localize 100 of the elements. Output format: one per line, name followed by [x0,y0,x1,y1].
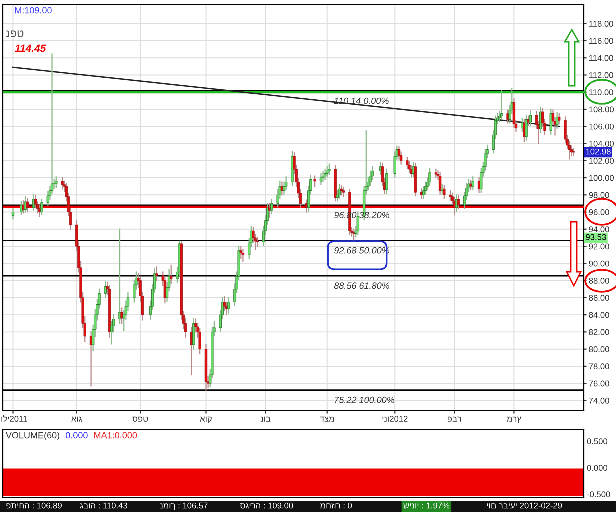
candlestick [55,176,58,188]
y-tick-label: 116.00 [589,38,614,44]
candlestick [192,318,196,350]
x-tick-label: דצמ [320,416,334,422]
candlestick [457,195,460,210]
y-tick-label: 84.00 [589,312,610,318]
x-tick-label: אוק [200,416,212,424]
y-tick-label: 82.00 [589,329,610,336]
candlestick [449,190,452,201]
candlestick [120,308,124,324]
text: פתיחה : 106.89 [6,502,62,509]
y-tick-label: 104.00 [589,140,614,147]
candlestick [20,201,23,216]
candlestick [61,177,64,190]
candlestick [525,114,528,141]
candlestick [443,185,446,200]
candlestick [242,249,245,263]
y-tick-label: 86.00 [589,295,610,302]
y-tick-label: 74.00 [589,398,610,404]
ref-line-label: 88.56 61.80% [334,282,390,290]
y-tick-label: 106.00 [589,124,614,130]
candlestick [156,266,158,282]
ref-line-label: 110.14 0.00% [334,98,389,104]
text: שינוי : 1.97% [404,502,450,509]
candlestick [326,166,329,178]
candlestick [342,186,346,198]
candlestick [572,148,576,156]
y-tick-label: 90.00 [589,260,610,267]
candlestick [338,184,342,200]
candlestick [500,90,504,120]
ref-line-label: 75.22 100.00% [335,396,395,404]
text: 0.500 [587,438,608,444]
candlestick [386,168,388,194]
y-tick-label: 118.00 [589,21,614,27]
annotation: 114.45 [15,44,46,52]
candlestick [470,180,472,191]
text: 0.000 [66,432,88,439]
candlestick [322,171,325,182]
text: 93.53 [586,234,606,240]
y-tick-label: 110.00 [589,90,614,96]
text: יום רביעי 2012-02-29 [487,502,562,509]
text: סגירה : 109.00 [240,502,294,509]
x-tick-label: ינו2012 [382,416,408,422]
x-tick-label: ספט [132,416,148,422]
candlestick [170,264,173,284]
x-tick-label: אוג [72,416,82,422]
candlestick [328,164,331,176]
y-tick-label: 76.00 [589,380,610,387]
text: מחזור : 0 [320,502,352,509]
candlestick [352,228,356,242]
candlestick [104,281,107,298]
text: MA1:0.000 [94,432,138,439]
candlestick [356,212,360,236]
text: גבוה : 110.43 [80,502,128,509]
candlestick [408,161,411,174]
candlestick [268,203,272,218]
candlestick [270,198,274,215]
y-tick-label: 102.00 [589,158,614,164]
y-tick-label: 100.00 [589,175,614,182]
y-tick-label: 94.00 [589,226,610,233]
y-tick-label: 92.00 [589,244,610,250]
candlestick [227,297,230,314]
y-tick-label: 96.00 [589,209,610,216]
candlestick [40,198,44,216]
annotation: נפט [6,30,24,38]
candlestick [570,146,574,156]
x-tick-label: יולי2011 [0,415,28,422]
candlestick [550,108,552,135]
text: נמוך : 106.57 [160,502,208,510]
candlestick [558,113,561,125]
y-tick-label: 114.00 [589,55,614,62]
candlestick [314,176,316,188]
y-tick-label: 80.00 [589,346,610,352]
candlestick [12,208,15,220]
candlestick [26,198,29,212]
text: -0.500 [587,492,610,498]
candlestick [324,168,327,180]
annotation: M:109.00 [15,7,52,14]
text: 102.98 [586,148,611,155]
candlestick [472,176,474,191]
candlestick [512,98,516,128]
y-tick-label: 98.00 [589,192,610,198]
x-tick-label: נוב [260,416,271,422]
candlestick [438,172,442,195]
x-tick-label: מרץ [507,416,522,424]
candlestick [284,176,288,191]
candlestick [406,156,409,170]
candlestick [428,168,432,186]
candlestick [240,246,242,260]
candlestick [424,182,428,195]
y-tick-label: 88.00 [589,278,610,284]
text: VOLUME(60) [6,432,60,440]
y-tick-label: 78.00 [589,364,610,370]
candlestick [453,197,456,216]
candlestick [223,296,226,312]
x-tick-label: פבר [448,416,462,422]
y-tick-label: 112.00 [589,72,614,78]
candlestick [320,173,323,186]
y-tick-label: 108.00 [589,106,614,113]
text: 0.000 [587,465,608,471]
